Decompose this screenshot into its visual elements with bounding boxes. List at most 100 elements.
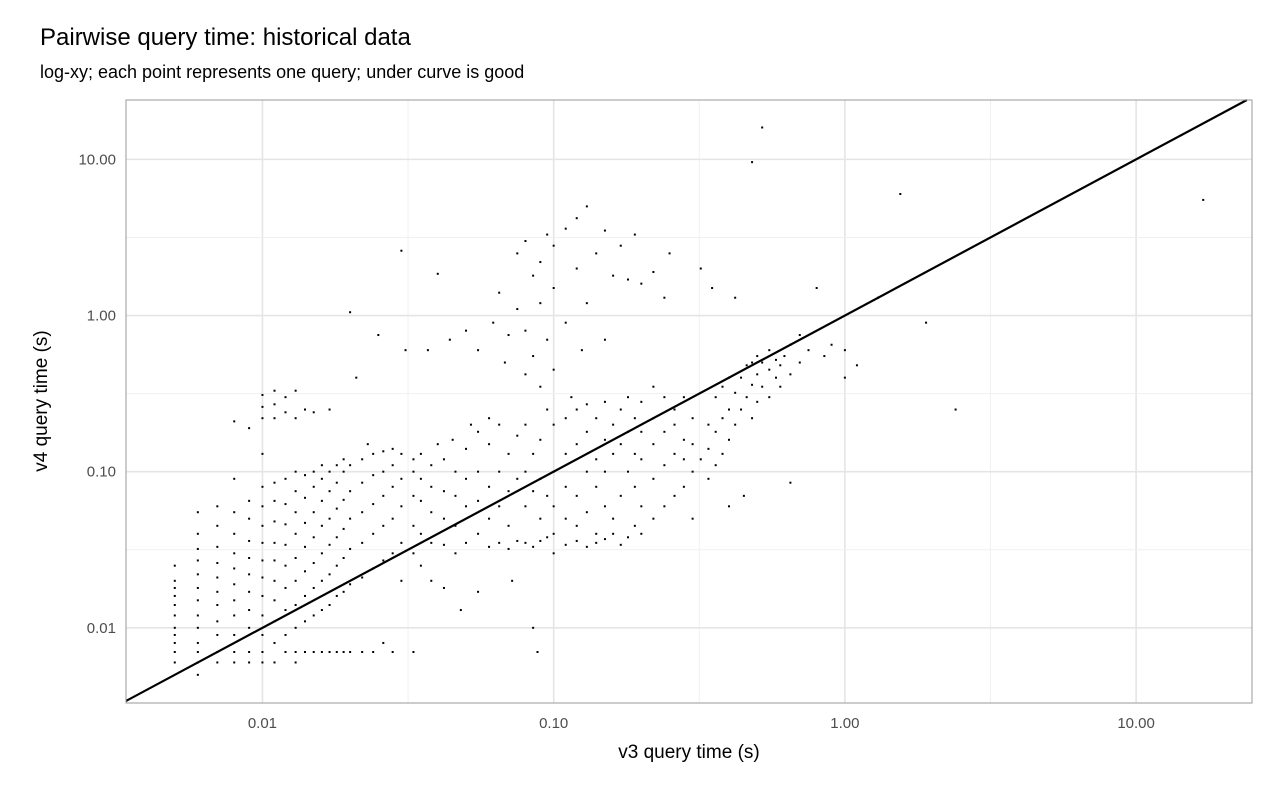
data-point [595, 458, 598, 461]
data-point [342, 458, 345, 461]
data-point [564, 321, 567, 324]
data-point [312, 614, 315, 617]
data-point [284, 633, 287, 636]
data-point [575, 267, 578, 270]
data-point [546, 338, 549, 341]
data-point [372, 651, 375, 654]
data-point [361, 651, 364, 654]
data-point [284, 564, 287, 567]
data-point [349, 651, 352, 654]
data-point [233, 661, 236, 664]
data-point [524, 505, 527, 508]
data-point [248, 626, 251, 629]
data-point [442, 517, 445, 520]
data-point [488, 443, 491, 446]
data-point [477, 430, 480, 433]
data-point [391, 552, 394, 555]
data-point [261, 559, 264, 562]
data-point [248, 539, 251, 542]
data-point [751, 361, 754, 364]
data-point [294, 532, 297, 535]
data-point [498, 470, 501, 473]
data-point [328, 573, 331, 576]
data-point [173, 633, 176, 636]
data-point [756, 373, 759, 376]
data-point [673, 452, 676, 455]
data-point [284, 651, 287, 654]
data-point [745, 364, 748, 367]
data-point [546, 408, 549, 411]
data-point [173, 651, 176, 654]
data-point [261, 505, 264, 508]
data-point [320, 651, 323, 654]
data-point [349, 583, 352, 586]
data-point [173, 614, 176, 617]
data-point [464, 329, 467, 332]
data-point [751, 417, 754, 420]
data-point [691, 470, 694, 473]
data-point [580, 349, 583, 352]
data-point [734, 391, 737, 394]
data-point [575, 524, 578, 527]
data-point [524, 373, 527, 376]
data-point [488, 517, 491, 520]
reference-line-y-equals-x [125, 99, 1248, 702]
data-point [539, 438, 542, 441]
data-point [284, 523, 287, 526]
data-point [442, 586, 445, 589]
data-point [768, 396, 771, 399]
data-point [320, 609, 323, 612]
data-point [320, 499, 323, 502]
data-point [196, 547, 199, 550]
data-point [595, 532, 598, 535]
data-point [284, 503, 287, 506]
data-point [454, 552, 457, 555]
data-point [843, 349, 846, 352]
data-point [248, 427, 251, 430]
data-point [761, 361, 764, 364]
data-point [391, 447, 394, 450]
data-point [539, 517, 542, 520]
data-point [312, 470, 315, 473]
data-point [400, 505, 403, 508]
data-point [721, 385, 724, 388]
data-point [400, 541, 403, 544]
data-point [663, 296, 666, 299]
data-point [585, 545, 588, 548]
data-point [335, 594, 338, 597]
data-point [328, 470, 331, 473]
data-point [216, 576, 219, 579]
data-point [477, 590, 480, 593]
data-point [349, 517, 352, 520]
data-point [382, 494, 385, 497]
data-point [516, 308, 519, 311]
data-point [216, 505, 219, 508]
data-point [382, 524, 385, 527]
data-point [273, 499, 276, 502]
data-point [328, 651, 331, 654]
data-point [261, 594, 264, 597]
data-point [745, 396, 748, 399]
data-point [261, 393, 264, 396]
data-point [173, 661, 176, 664]
data-point [442, 490, 445, 493]
data-point [312, 562, 315, 565]
data-point [539, 302, 542, 305]
data-point [682, 396, 685, 399]
data-point [361, 458, 364, 461]
data-point [727, 438, 730, 441]
data-point [328, 490, 331, 493]
data-point [768, 368, 771, 371]
data-point [320, 464, 323, 467]
data-point [640, 282, 643, 285]
data-point [233, 511, 236, 514]
data-point [173, 586, 176, 589]
data-point [815, 287, 818, 290]
data-point [372, 474, 375, 477]
data-point [727, 505, 730, 508]
data-point [627, 396, 630, 399]
data-point [412, 651, 415, 654]
data-point [524, 423, 527, 426]
data-point [707, 423, 710, 426]
data-point [454, 494, 457, 497]
